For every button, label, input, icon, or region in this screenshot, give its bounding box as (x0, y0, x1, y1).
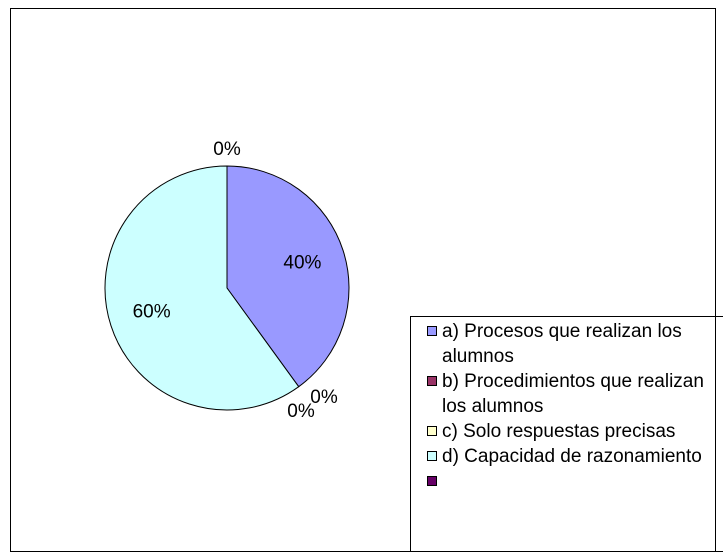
legend-swatch (427, 451, 437, 461)
pie-slice (226, 165, 350, 388)
legend-swatch (427, 376, 437, 386)
data-label: 40% (283, 253, 321, 274)
data-label: 0% (287, 401, 315, 422)
legend-swatch (427, 476, 437, 486)
pie-slice (104, 165, 300, 411)
legend-entry: a) Procesos que realizan los alumnos (427, 319, 723, 369)
legend-label: d) Capacidad de razonamiento (442, 446, 702, 467)
data-label: 0% (213, 139, 241, 160)
data-label: 60% (133, 302, 171, 323)
legend-entry: c) Solo respuestas precisas (427, 419, 723, 444)
legend-label: b) Procedimientos que realizan los alumn… (442, 371, 704, 417)
legend-label: c) Solo respuestas precisas (442, 421, 676, 442)
legend-swatch (427, 326, 437, 336)
legend-swatch (427, 426, 437, 436)
legend-entry: b) Procedimientos que realizan los alumn… (427, 369, 723, 419)
legend-label: a) Procesos que realizan los alumnos (442, 321, 682, 367)
data-label: 0% (310, 387, 338, 408)
legend-entry (427, 469, 723, 494)
legend-entry: d) Capacidad de razonamiento (427, 444, 723, 469)
legend: a) Procesos que realizan los alumnos b) P… (410, 316, 723, 552)
